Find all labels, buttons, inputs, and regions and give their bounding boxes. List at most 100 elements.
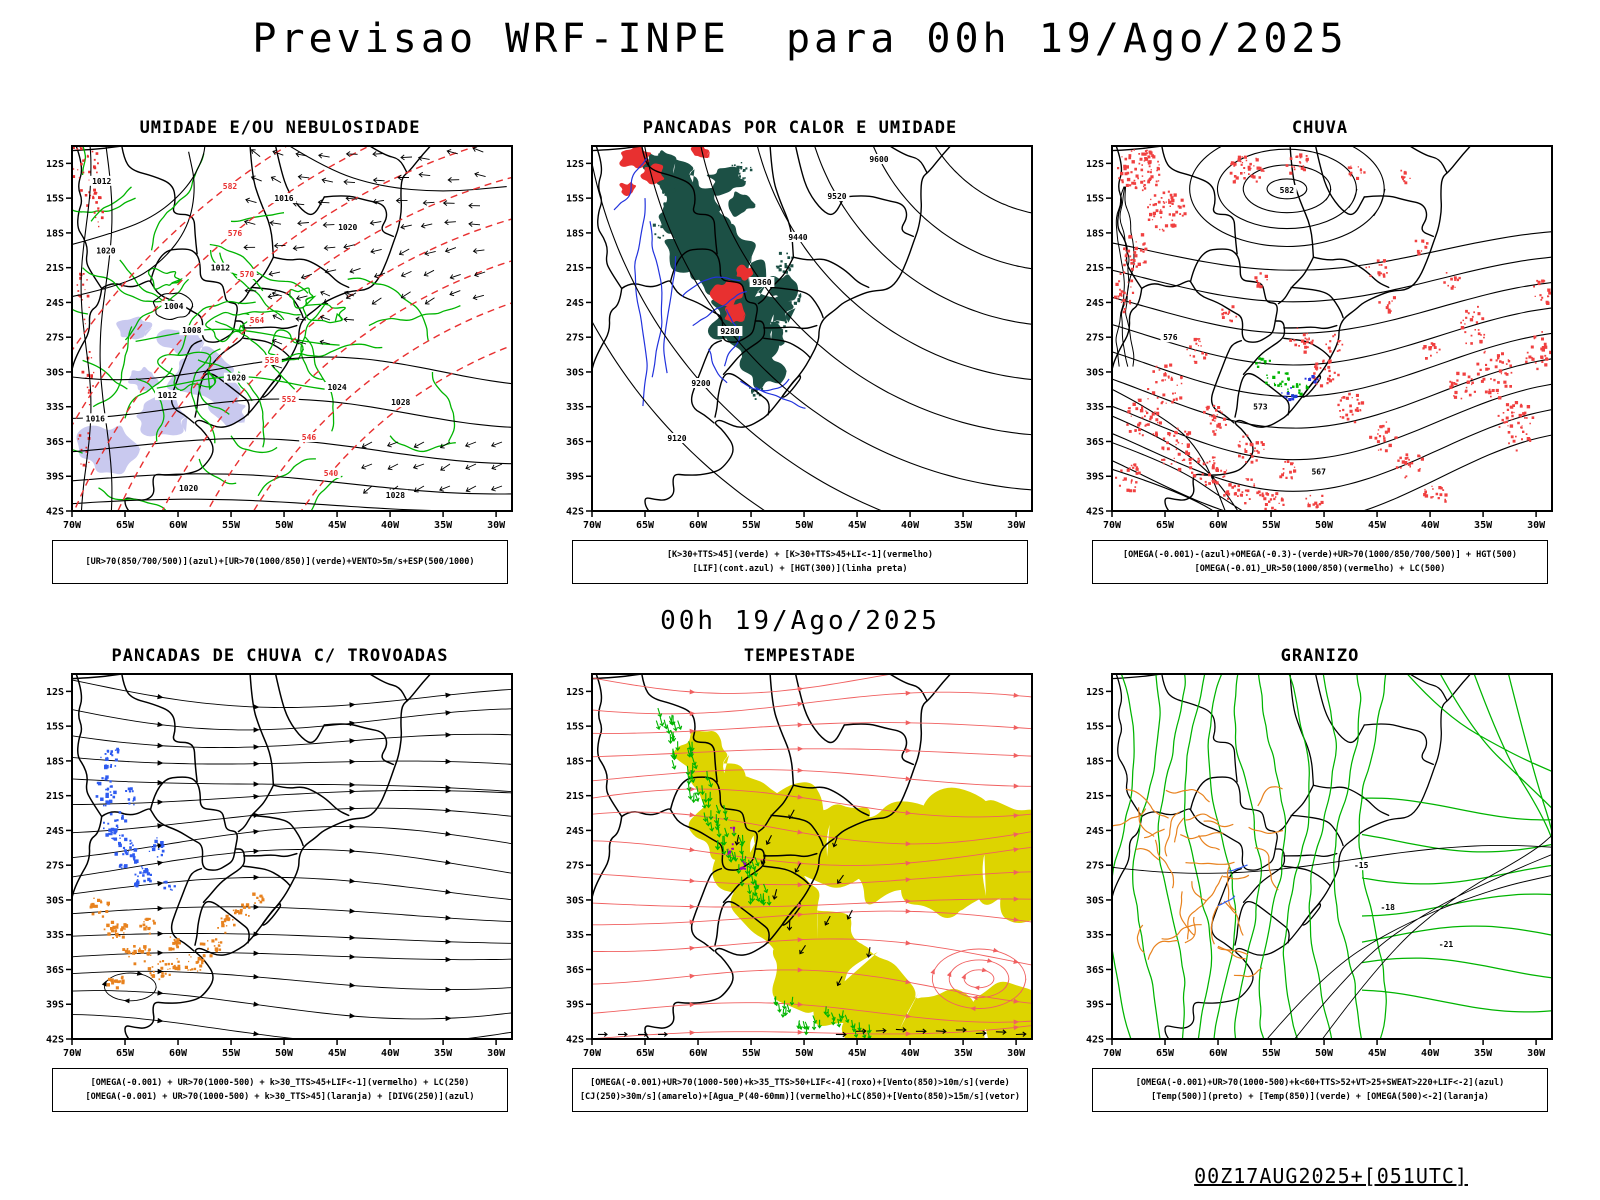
severe-purple-speckles [727,826,747,870]
andes-terrain [1115,186,1135,367]
svg-text:1024: 1024 [327,383,346,392]
lon-tick-label: 55W [222,520,241,531]
lat-tick-label: 15S [46,194,64,205]
lat-tick-label: 24S [1086,298,1104,309]
map-overlay-chuva: 582 576 573 567 [1112,146,1552,511]
lon-tick-label: 60W [689,520,708,531]
panel-map: 12S 15S 18S 21S 24S 27S 30S 33S 36S 39S 42S 70W 65W 6… [1084,668,1556,1060]
temp850-green-contours [1112,674,1552,1039]
lat-tick-label: 42S [566,1035,584,1046]
middle-caption: 00h 19/Ago/2025 [660,606,940,636]
lat-tick-label: 21S [1086,791,1104,802]
lon-tick-label: 60W [1209,520,1228,531]
legend-line: [OMEGA(-0.001)+UR>70(1000-500)+k<60+TTS>… [1135,1078,1505,1088]
lat-tick-label: 27S [46,333,64,344]
contour-labels: 1012 1016 1020 1020 1012 1004 1008 1012 1016 1020… [82,175,414,500]
svg-text:-18: -18 [1380,903,1395,912]
lon-tick-label: 30W [1527,520,1546,531]
lat-tick-label: 30S [1086,367,1104,378]
panel-legend: [K>30+TTS>45](verde) + [K>30+TTS>45+LI<-… [572,540,1028,584]
svg-text:552: 552 [282,395,297,404]
legend-line: [CJ(250)>30m/s](amarelo)+[Agua_P(40-60mm… [579,1092,1021,1102]
lon-tick-label: 55W [742,1048,761,1059]
lat-tick-label: 12S [1086,159,1104,170]
lon-tick-label: 70W [1103,1048,1122,1059]
panel-map: 12S 15S 18S 21S 24S 27S 30S 33S 36S 39S 42S 70W 65W 6… [44,140,516,532]
legend-line: [OMEGA(-0.001)+UR>70(1000-500)+k>35_TTS>… [590,1078,1010,1088]
axis-labels: 12S 15S 18S 21S 24S 27S 30S 33S 36S 39S 42S 70W 65W 6… [46,687,506,1059]
map-overlay-pancadas-calor: 9600 9520 9440 9360 9280 9200 9120 [592,146,1032,511]
lat-tick-label: 24S [46,826,64,837]
panel-title: UMIDADE E/OU NEBULOSIDADE [139,118,421,138]
lat-tick-label: 33S [46,402,64,413]
svg-text:573: 573 [1253,403,1268,412]
lat-tick-label: 18S [46,228,64,239]
panel-title: CHUVA [1291,118,1349,138]
divergence-blue-speckles [95,747,176,891]
lat-tick-label: 12S [566,159,584,170]
lon-tick-label: 65W [116,1048,135,1059]
map-pancadas-calor: 12S 15S 18S 21S 24S 27S 30S 33S 36S 39S 42S 70W 65W 6… [566,145,1033,531]
lon-tick-label: 35W [954,520,973,531]
lat-tick-label: 21S [566,263,584,274]
svg-text:9120: 9120 [667,434,686,443]
map-umidade: 12S 15S 18S 21S 24S 27S 30S 33S 36S 39S 42S 70W 65W 6… [46,145,513,531]
lat-tick-label: 42S [1086,1035,1104,1046]
svg-text:9520: 9520 [827,192,846,201]
forecast-panel: PANCADAS POR CALOR E UMIDADE 12S 15S 18S 21… [551,118,1049,584]
lon-tick-label: 65W [636,1048,655,1059]
lat-tick-label: 18S [566,756,584,767]
svg-text:567: 567 [1311,468,1326,477]
lon-tick-label: 40W [381,1048,400,1059]
panel-legend: [OMEGA(-0.001)+UR>70(1000-500)+k>35_TTS>… [572,1068,1028,1112]
svg-text:1016: 1016 [274,194,293,203]
lat-tick-label: 36S [46,437,64,448]
lon-tick-label: 55W [1262,1048,1281,1059]
lon-tick-label: 65W [1156,520,1175,531]
lat-tick-label: 42S [46,507,64,518]
svg-text:1004: 1004 [164,302,183,311]
lat-tick-label: 12S [46,159,64,170]
map-overlay-tempestade [592,674,1032,1039]
lat-tick-label: 36S [566,965,584,976]
lat-tick-label: 39S [46,472,64,483]
panel-legend: [OMEGA(-0.001)-(azul)+OMEGA(-0.3)-(verde… [1092,540,1548,584]
severe-red-areas [619,146,754,323]
lat-tick-label: 33S [1086,930,1104,941]
svg-text:1020: 1020 [227,374,246,383]
lon-tick-label: 45W [1368,520,1387,531]
lat-tick-label: 39S [1086,1000,1104,1011]
legend-line: [OMEGA(-0.001) + UR>70(1000-500) + k>30_… [90,1078,470,1088]
map-trovoadas: 12S 15S 18S 21S 24S 27S 30S 33S 36S 39S 42S 70W 65W 6… [46,673,513,1059]
lon-tick-label: 35W [1474,1048,1493,1059]
lat-tick-label: 24S [46,298,64,309]
svg-text:570: 570 [240,270,255,279]
map-overlay-granizo: -15 -18 -21 [1112,674,1552,1039]
panel-map: 12S 15S 18S 21S 24S 27S 30S 33S 36S 39S 42S 70W 65W 6… [564,668,1036,1060]
panel-title: PANCADAS DE CHUVA C/ TROVOADAS [111,646,449,666]
svg-text:9200: 9200 [691,379,710,388]
lon-tick-label: 60W [1209,1048,1228,1059]
svg-text:558: 558 [265,356,280,365]
geography-borders [72,674,432,1039]
omega-orange-contours [1112,786,1284,978]
lon-tick-label: 50W [1315,1048,1334,1059]
lon-tick-label: 40W [1421,520,1440,531]
lat-tick-label: 30S [1086,895,1104,906]
geography-borders [1112,674,1472,1039]
lon-tick-label: 40W [901,520,920,531]
axis-labels: 12S 15S 18S 21S 24S 27S 30S 33S 36S 39S 42S 70W 65W 6… [1086,687,1546,1059]
svg-text:576: 576 [1163,333,1178,342]
lat-tick-label: 18S [46,756,64,767]
lat-tick-label: 39S [566,1000,584,1011]
map-granizo: 12S 15S 18S 21S 24S 27S 30S 33S 36S 39S 42S 70W 65W 6… [1086,673,1553,1059]
svg-text:540: 540 [324,469,339,478]
lat-tick-label: 27S [566,861,584,872]
svg-text:9600: 9600 [869,155,888,164]
lon-tick-label: 50W [275,1048,294,1059]
lat-tick-label: 33S [566,402,584,413]
lon-tick-label: 40W [381,520,400,531]
lon-tick-label: 65W [1156,1048,1175,1059]
lon-tick-label: 45W [328,1048,347,1059]
forecast-panel: UMIDADE E/OU NEBULOSIDADE 12S 15S 18S 21S 24… [31,118,529,584]
